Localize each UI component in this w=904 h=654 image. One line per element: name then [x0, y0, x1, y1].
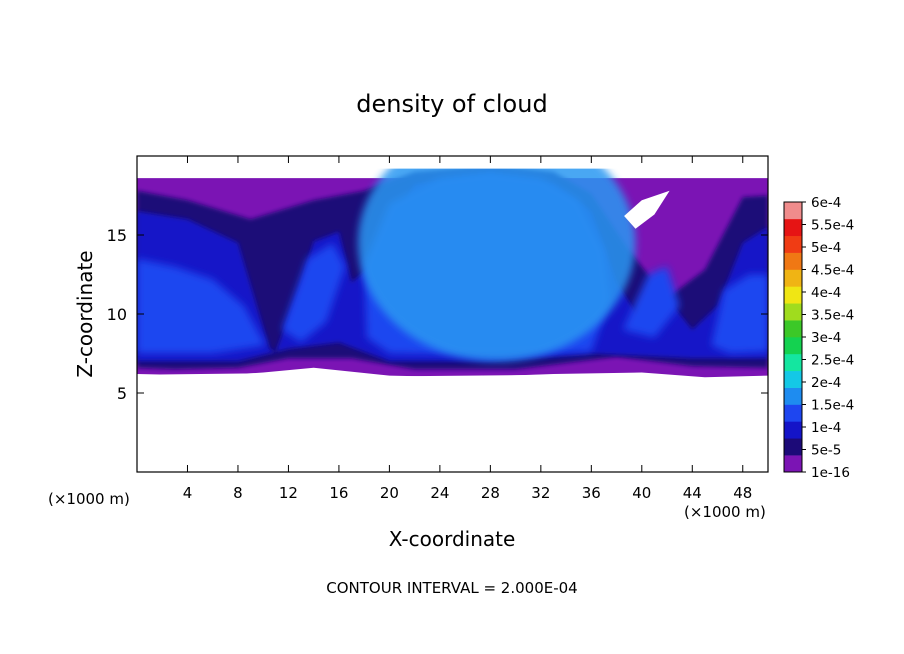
- colorbar-swatch: [784, 438, 802, 456]
- colorbar-swatch: [784, 337, 802, 355]
- x-tick-label: 28: [481, 484, 500, 502]
- x-tick-label: 24: [430, 484, 449, 502]
- colorbar-label: 3.5e-4: [811, 308, 854, 324]
- colorbar-swatch: [784, 320, 802, 338]
- x-unit-left: (×1000 m): [48, 490, 130, 508]
- clear-air-hole: [624, 190, 670, 229]
- colorbar-label: 1e-4: [811, 420, 841, 436]
- y-tick-label: 15: [107, 226, 127, 245]
- x-tick-label: 8: [233, 484, 243, 502]
- colorbar-label: 4.5e-4: [811, 263, 854, 279]
- colorbar: 1e-16 5e-5 1e-4 1.5e-4 2e-4 2.5e-4 3e-4 3.5e-4 4…: [783, 195, 854, 481]
- colorbar-label: 3e-4: [811, 330, 841, 346]
- x-tick-label: 12: [279, 484, 298, 502]
- x-tick-label: 48: [733, 484, 752, 502]
- contour-lobe-2: [622, 266, 680, 338]
- chart-title: density of cloud: [356, 90, 547, 118]
- contour-core-1: [137, 258, 266, 354]
- colorbar-swatch: [784, 218, 802, 237]
- x-tick-label: 44: [683, 484, 702, 502]
- colorbar-label: 5.5e-4: [811, 218, 854, 234]
- colorbar-swatch: [784, 235, 802, 253]
- colorbar-swatch: [784, 387, 802, 405]
- colorbar-swatch: [784, 404, 802, 422]
- x-axis-label: X-coordinate: [389, 527, 516, 551]
- y-axis-label: Z-coordinate: [73, 250, 97, 377]
- clear-air-bottom: [137, 373, 768, 472]
- x-tick-label: 40: [632, 484, 651, 502]
- contour-core-center: [357, 156, 636, 362]
- contour-field: [137, 156, 768, 472]
- contour-core-3: [711, 274, 768, 354]
- colorbar-swatch: [784, 252, 802, 270]
- colorbar-label: 2e-4: [811, 375, 841, 391]
- contour-lobe-1: [282, 242, 346, 343]
- x-tick-label: 16: [329, 484, 348, 502]
- colorbar-swatch: [784, 421, 802, 439]
- y-axis-ticks: 5 10 15: [107, 226, 768, 403]
- x-axis-ticks: 4 8 12 16 20 24 28 32 36 40 44 48: [183, 156, 752, 502]
- y-tick-label: 10: [107, 305, 127, 324]
- clear-air-top: [137, 156, 768, 169]
- colorbar-label: 5e-4: [811, 240, 841, 256]
- colorbar-swatch: [784, 353, 802, 372]
- x-tick-label: 4: [183, 484, 193, 502]
- colorbar-swatch: [784, 286, 802, 304]
- contour-interval-note: CONTOUR INTERVAL = 2.000E-04: [326, 579, 577, 597]
- colorbar-label: 2.5e-4: [811, 353, 854, 369]
- colorbar-swatch: [784, 370, 802, 388]
- colorbar-label: 1.5e-4: [811, 398, 854, 414]
- colorbar-swatch: [784, 455, 802, 473]
- x-tick-label: 32: [531, 484, 550, 502]
- colorbar-swatch: [784, 303, 802, 321]
- colorbar-label: 6e-4: [811, 195, 841, 211]
- x-unit-right: (×1000 m): [684, 503, 766, 521]
- x-tick-label: 36: [582, 484, 601, 502]
- x-tick-label: 20: [380, 484, 399, 502]
- y-tick-label: 5: [117, 384, 127, 403]
- colorbar-label: 4e-4: [811, 285, 841, 301]
- colorbar-label: 5e-5: [811, 443, 841, 459]
- colorbar-label: 1e-16: [811, 465, 850, 481]
- colorbar-swatch: [784, 202, 802, 220]
- colorbar-swatch: [784, 269, 802, 287]
